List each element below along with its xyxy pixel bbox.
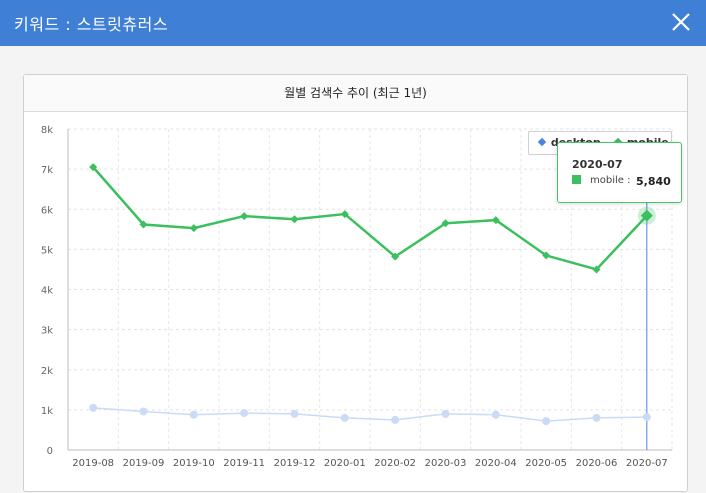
data-point-mobile	[441, 219, 450, 228]
x-tick-label: 2019-12	[274, 458, 316, 469]
data-point-mobile	[640, 209, 653, 222]
x-tick-label: 2020-02	[374, 458, 416, 469]
data-point-desktop	[189, 410, 198, 419]
data-point-mobile	[139, 220, 148, 229]
data-point-desktop	[642, 413, 651, 422]
data-point-desktop	[340, 413, 349, 422]
data-point-desktop	[491, 410, 500, 419]
y-tick-label: 5k	[41, 245, 53, 256]
data-point-mobile	[89, 163, 98, 172]
header-bar: 키워드 : 스트릿츄러스	[0, 0, 706, 46]
y-tick-label: 8k	[41, 125, 53, 136]
data-point-mobile	[491, 216, 500, 225]
y-tick-label: 0	[47, 446, 53, 457]
data-point-desktop	[240, 409, 249, 418]
y-tick-label: 4k	[41, 286, 53, 297]
x-tick-label: 2020-04	[475, 458, 517, 469]
x-tick-label: 2020-01	[324, 458, 366, 469]
x-tick-label: 2020-07	[626, 458, 668, 469]
x-tick-label: 2019-11	[223, 458, 265, 469]
data-point-mobile	[240, 212, 249, 221]
data-point-mobile	[592, 265, 601, 274]
data-tooltip: 2020-07 mobile : 5,840	[557, 142, 682, 203]
x-tick-label: 2019-09	[123, 458, 165, 469]
x-tick-label: 2020-03	[425, 458, 467, 469]
data-point-desktop	[139, 407, 148, 416]
chart-title: 월별 검색수 추이 (최근 1년)	[24, 75, 687, 112]
close-icon[interactable]	[668, 9, 694, 35]
y-tick-label: 3k	[41, 326, 53, 337]
tooltip-swatch	[572, 175, 581, 184]
y-tick-label: 2k	[41, 366, 53, 377]
desktop-marker-icon	[537, 137, 547, 147]
data-point-desktop	[290, 409, 299, 418]
data-point-mobile	[290, 215, 299, 224]
data-point-desktop	[542, 417, 551, 426]
data-point-desktop	[391, 415, 400, 424]
y-tick-label: 6k	[41, 205, 53, 216]
window-title: 키워드 : 스트릿츄러스	[14, 15, 169, 34]
data-point-mobile	[542, 251, 551, 260]
x-tick-label: 2019-10	[173, 458, 215, 469]
series-line-desktop	[93, 407, 647, 422]
y-tick-label: 7k	[41, 165, 53, 176]
data-point-desktop	[89, 403, 98, 412]
x-tick-label: 2020-05	[525, 458, 567, 469]
tooltip-date: 2020-07	[572, 158, 623, 171]
tooltip-value: 5,840	[636, 175, 671, 188]
data-point-desktop	[441, 409, 450, 418]
x-tick-label: 2019-08	[72, 458, 114, 469]
x-tick-label: 2020-06	[576, 458, 618, 469]
y-tick-label: 1k	[41, 406, 53, 417]
data-point-desktop	[592, 413, 601, 422]
data-point-mobile	[189, 224, 198, 233]
data-point-mobile	[391, 252, 400, 261]
data-point-mobile	[340, 210, 349, 219]
tooltip-series: mobile :	[590, 175, 631, 186]
series-line-mobile	[92, 166, 648, 271]
